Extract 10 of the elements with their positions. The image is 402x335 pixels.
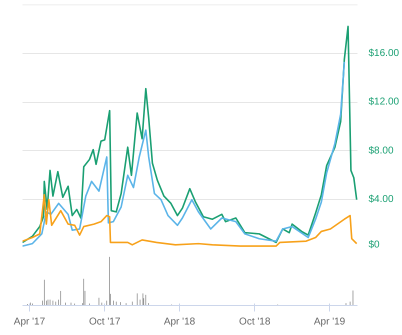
y-tick-label: $4.00 [368, 194, 394, 206]
x-tick-label: Apr '18 [164, 316, 196, 328]
x-tick-label: Oct '18 [239, 316, 271, 328]
x-tick-label: Oct '17 [89, 316, 121, 328]
y-tick-label: $0 [368, 240, 380, 250]
x-tick-label: Apr '19 [314, 316, 346, 328]
y-tick-label: $16.00 [368, 48, 400, 59]
y-tick-label: $8.00 [368, 145, 394, 156]
y-tick-label: $12.00 [368, 96, 400, 108]
x-tick-label: Apr '17 [14, 316, 46, 328]
